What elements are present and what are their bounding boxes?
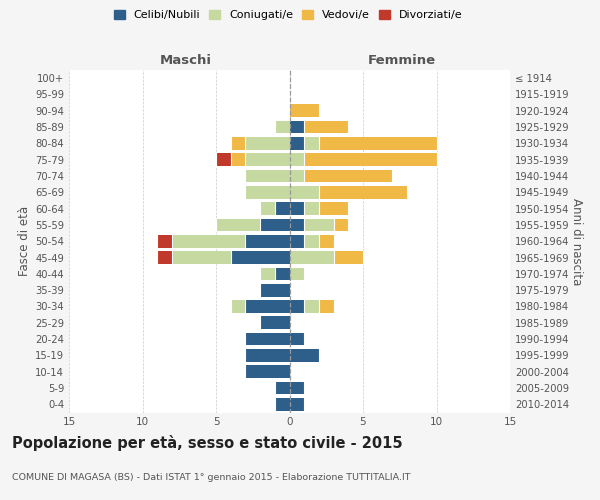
Bar xyxy=(290,235,304,248)
Bar xyxy=(275,398,290,410)
Bar xyxy=(290,186,319,198)
Text: Maschi: Maschi xyxy=(160,54,212,68)
Bar xyxy=(245,332,290,345)
Bar xyxy=(290,202,304,215)
Bar xyxy=(275,202,290,215)
Bar xyxy=(304,170,392,182)
Bar xyxy=(216,154,230,166)
Y-axis label: Anni di nascita: Anni di nascita xyxy=(571,198,583,285)
Bar xyxy=(275,268,290,280)
Bar xyxy=(245,186,290,198)
Bar xyxy=(304,235,319,248)
Bar xyxy=(245,349,290,362)
Bar xyxy=(290,104,319,117)
Bar xyxy=(290,382,304,394)
Bar xyxy=(304,202,319,215)
Bar xyxy=(290,120,304,134)
Bar xyxy=(245,154,290,166)
Bar xyxy=(245,366,290,378)
Bar xyxy=(319,300,334,313)
Bar xyxy=(245,235,290,248)
Bar xyxy=(172,235,245,248)
Bar xyxy=(290,300,304,313)
Bar xyxy=(319,137,437,150)
Bar xyxy=(334,218,348,232)
Bar xyxy=(290,332,304,345)
Bar xyxy=(260,218,290,232)
Bar xyxy=(231,300,245,313)
Bar xyxy=(157,235,172,248)
Bar xyxy=(275,120,290,134)
Legend: Celibi/Nubili, Coniugati/e, Vedovi/e, Divorziati/e: Celibi/Nubili, Coniugati/e, Vedovi/e, Di… xyxy=(109,6,467,25)
Bar xyxy=(231,154,245,166)
Bar xyxy=(304,218,334,232)
Bar xyxy=(304,154,437,166)
Bar xyxy=(290,137,304,150)
Bar xyxy=(319,202,348,215)
Bar xyxy=(319,235,334,248)
Bar xyxy=(260,316,290,329)
Bar xyxy=(290,251,334,264)
Bar xyxy=(245,170,290,182)
Bar xyxy=(230,251,290,264)
Bar xyxy=(290,218,304,232)
Text: Femmine: Femmine xyxy=(368,54,436,68)
Y-axis label: Fasce di età: Fasce di età xyxy=(18,206,31,276)
Bar xyxy=(304,120,348,134)
Text: Popolazione per età, sesso e stato civile - 2015: Popolazione per età, sesso e stato civil… xyxy=(12,435,403,451)
Bar xyxy=(290,268,304,280)
Bar xyxy=(290,398,304,410)
Bar xyxy=(172,251,230,264)
Bar xyxy=(216,218,260,232)
Bar xyxy=(290,170,304,182)
Bar xyxy=(260,202,275,215)
Bar xyxy=(290,154,304,166)
Bar xyxy=(231,137,245,150)
Bar xyxy=(260,268,275,280)
Bar xyxy=(334,251,363,264)
Text: COMUNE DI MAGASA (BS) - Dati ISTAT 1° gennaio 2015 - Elaborazione TUTTITALIA.IT: COMUNE DI MAGASA (BS) - Dati ISTAT 1° ge… xyxy=(12,472,410,482)
Bar xyxy=(245,137,290,150)
Bar xyxy=(290,349,319,362)
Bar xyxy=(304,137,319,150)
Bar xyxy=(157,251,172,264)
Bar xyxy=(260,284,290,296)
Bar xyxy=(275,382,290,394)
Bar xyxy=(304,300,319,313)
Bar xyxy=(319,186,407,198)
Bar xyxy=(245,300,290,313)
